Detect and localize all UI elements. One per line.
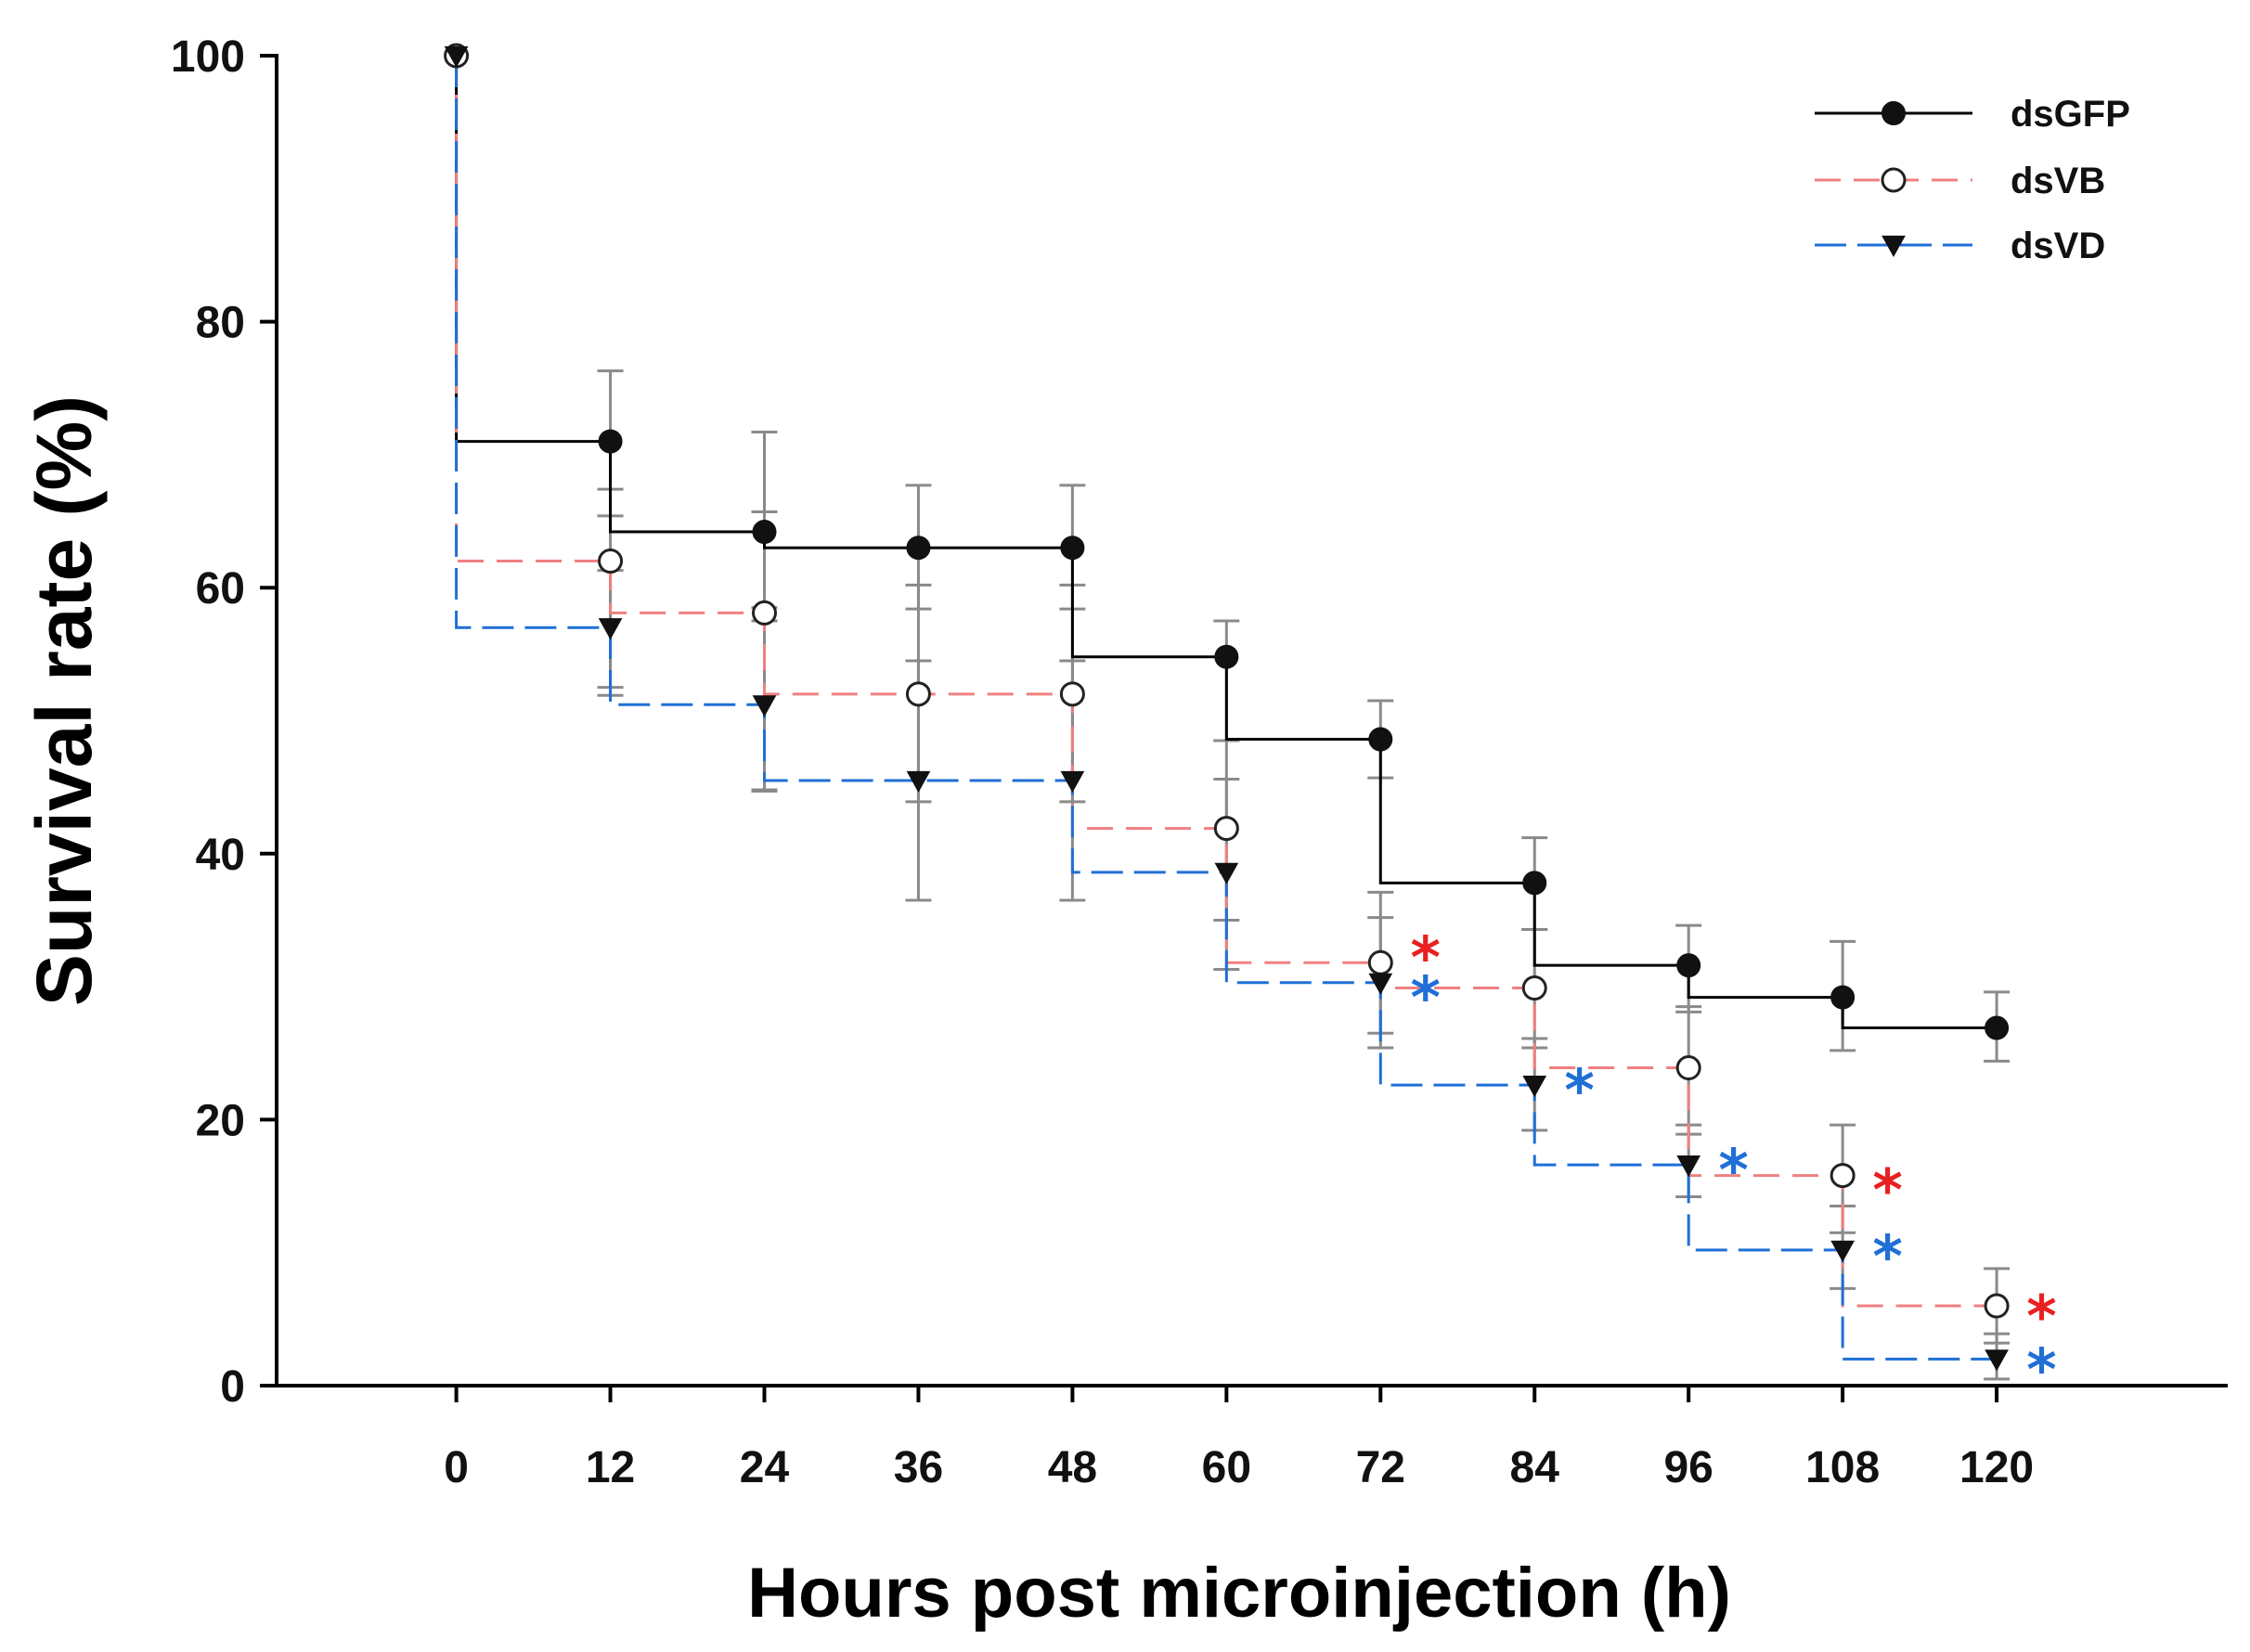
legend-label-dsVB: dsVB bbox=[2011, 161, 2105, 201]
significance-marker: * bbox=[1564, 1057, 1594, 1125]
y-tick-label: 100 bbox=[171, 32, 245, 82]
data-point-dsVB bbox=[598, 549, 624, 574]
data-point-dsGFP bbox=[1214, 644, 1239, 669]
x-tick-label: 48 bbox=[1048, 1443, 1097, 1492]
x-tick-label: 36 bbox=[894, 1443, 943, 1492]
significance-marker: * bbox=[1718, 1137, 1748, 1205]
series-line-dsGFP bbox=[455, 56, 1998, 1030]
x-tick-label: 120 bbox=[1959, 1443, 2034, 1492]
x-axis-title: Hours post microinjection (h) bbox=[747, 1554, 1731, 1633]
data-point-dsGFP bbox=[1985, 1015, 2010, 1040]
y-axis-title: Survival rate (%) bbox=[20, 395, 108, 1006]
x-tick-label: 84 bbox=[1510, 1443, 1560, 1492]
data-point-dsGFP bbox=[1522, 871, 1547, 896]
data-point-dsVB bbox=[1059, 681, 1085, 707]
legend-marker-dsVB bbox=[1881, 167, 1907, 193]
data-point-dsVD bbox=[1214, 862, 1239, 884]
data-point-dsVB bbox=[1830, 1163, 1856, 1189]
data-point-dsVD bbox=[1830, 1240, 1855, 1262]
y-tick-label: 0 bbox=[220, 1362, 245, 1412]
significance-marker: * bbox=[1872, 1223, 1902, 1291]
significance-marker: * bbox=[1872, 1156, 1902, 1224]
y-tick-label: 80 bbox=[196, 299, 245, 348]
data-point-dsVB bbox=[1367, 949, 1393, 975]
x-tick-label: 96 bbox=[1663, 1443, 1713, 1492]
data-point-dsVD bbox=[1368, 973, 1393, 995]
x-tick-label: 60 bbox=[1202, 1443, 1251, 1492]
data-point-dsVD bbox=[1522, 1076, 1547, 1098]
legend-marker-dsGFP bbox=[1881, 101, 1906, 125]
data-point-dsVB bbox=[905, 681, 931, 707]
x-tick-label: 72 bbox=[1356, 1443, 1405, 1492]
y-tick-label: 40 bbox=[196, 831, 245, 880]
data-point-dsVB bbox=[1984, 1293, 2010, 1319]
x-tick-label: 24 bbox=[740, 1443, 790, 1492]
data-point-dsVD bbox=[752, 695, 777, 717]
data-point-dsVD bbox=[1060, 770, 1085, 794]
data-point-dsVB bbox=[752, 600, 777, 626]
legend-label-dsGFP: dsGFP bbox=[2011, 94, 2130, 135]
data-point-dsVB bbox=[1675, 1055, 1701, 1081]
series-line-dsVD bbox=[455, 56, 1998, 1361]
legend: dsGFP dsVB dsVD bbox=[1815, 94, 2130, 266]
legend-label-dsVD: dsVD bbox=[2011, 226, 2105, 266]
significance-marker: * bbox=[2026, 1336, 2056, 1404]
x-tick-label: 108 bbox=[1805, 1443, 1880, 1492]
data-point-dsVD bbox=[1676, 1155, 1701, 1178]
y-tick-label: 60 bbox=[196, 564, 245, 613]
data-point-dsGFP bbox=[752, 520, 777, 545]
significance-marker: * bbox=[1410, 923, 1440, 991]
error-bars bbox=[597, 369, 2011, 1381]
data-point-dsVB bbox=[1213, 816, 1239, 842]
data-point-dsVB bbox=[1521, 975, 1547, 1001]
data-point-dsVD bbox=[444, 45, 469, 69]
data-point-dsGFP bbox=[598, 429, 623, 454]
data-point-dsVD bbox=[1985, 1349, 2009, 1372]
x-tick-label: 12 bbox=[586, 1443, 635, 1492]
data-point-dsVD bbox=[598, 618, 623, 640]
legend-marker-dsVD bbox=[1881, 235, 1906, 258]
significance-marker: * bbox=[2026, 1283, 2056, 1350]
data-point-dsGFP bbox=[1368, 727, 1393, 752]
y-tick-label: 20 bbox=[196, 1096, 245, 1145]
data-point-dsGFP bbox=[906, 536, 931, 561]
data-point-dsGFP bbox=[1060, 536, 1085, 561]
data-point-dsGFP bbox=[1676, 953, 1701, 978]
data-point-dsVD bbox=[906, 770, 931, 794]
data-point-dsGFP bbox=[1830, 985, 1856, 1010]
significance-marker: * bbox=[1410, 963, 1440, 1031]
x-tick-label: 0 bbox=[444, 1443, 469, 1492]
